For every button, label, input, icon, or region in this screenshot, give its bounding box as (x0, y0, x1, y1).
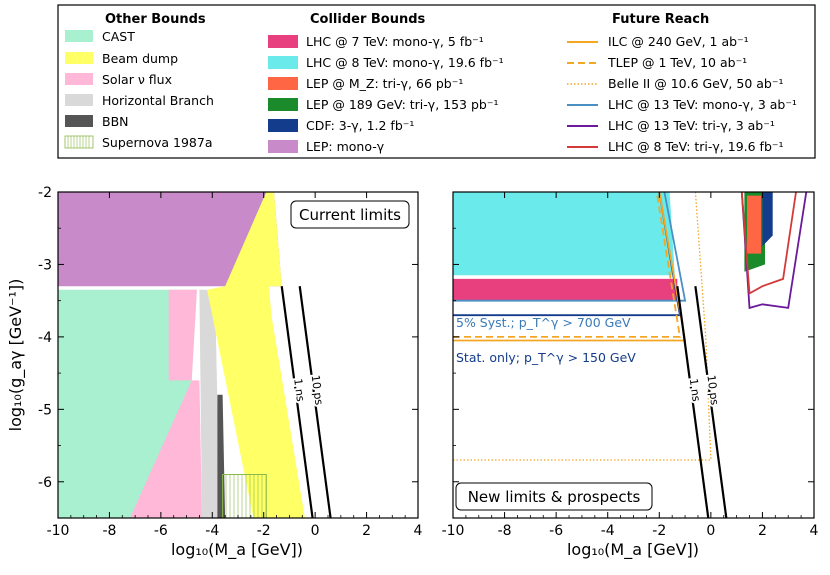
left-xtick-label: -10 (47, 523, 70, 539)
legend-label-ilc: ILC @ 240 GeV, 1 ab⁻¹ (608, 34, 749, 49)
legend-swatch-lhc8-monogamma (268, 56, 298, 69)
legend-label-lep-mz: LEP @ M_Z: tri-γ, 66 pb⁻¹ (306, 76, 463, 91)
legend-swatch-supernova-hatch (67, 136, 90, 148)
left-panel-title: Current limits (299, 206, 401, 224)
right-annotation-syst: 5% Syst.; p_T^γ > 700 GeV (456, 315, 631, 330)
legend-future-title: Future Reach (612, 12, 709, 27)
right-plot-area: 1 ns 10 ps (453, 192, 808, 518)
legend-label-lhc7-monogamma: LHC @ 7 TeV: mono-γ, 5 fb⁻¹ (306, 34, 484, 49)
left-lifetime-label-1-ns: 1 ns (291, 378, 307, 403)
left-x-axis-label: log₁₀(M_a [GeV]) (171, 540, 303, 560)
right-line-lhc-8-tev-tri-19-6-fb (740, 192, 797, 295)
right-xtick-label: 0 (706, 523, 715, 539)
left-xtick-label: 4 (414, 523, 423, 539)
right-panel-title: New limits & prospects (468, 488, 641, 506)
left-ytick-label: -6 (38, 475, 52, 491)
left-region-cast (58, 289, 197, 518)
right-region-cdf-3-1-2-fb (762, 192, 773, 247)
right-title-frame (455, 482, 653, 511)
legend-swatch-bbn (65, 115, 93, 127)
left-lifetime-line-1-ns (280, 286, 314, 518)
right-line-lhc-13-tev-mono-3-ab (453, 192, 687, 302)
left-y-axis-label: log₁₀(g_aγ [GeV⁻¹]) (6, 279, 26, 432)
right-title-box: New limits & prospects (455, 482, 653, 511)
left-lifetime-line-10-ps (298, 286, 332, 518)
left-region-solar-flux (130, 289, 202, 518)
left-region-beam-dump (207, 192, 305, 518)
legend-swatch-lhc7-monogamma (268, 35, 298, 48)
legend-label-lep189: LEP @ 189 GeV: tri-γ, 153 pb⁻¹ (306, 97, 498, 112)
legend-label-belle: Belle II @ 10.6 GeV, 50 ab⁻¹ (608, 76, 783, 91)
legend-label-lep-monogamma: LEP: mono-γ (306, 139, 385, 154)
right-line-tlep-1-tev-10-ab (453, 192, 681, 338)
legend-frame (57, 4, 816, 159)
left-xtick-label: -8 (102, 523, 116, 539)
right-panel: 1 ns 10 ps -10 -8 -6 -4 -2 0 2 4 5% Syst.; p_T^γ… (442, 191, 819, 560)
legend-label-lhc8-trigamma: LHC @ 8 TeV: tri-γ, 19.6 fb⁻¹ (608, 139, 784, 154)
legend-swatch-lep-monogamma (268, 140, 298, 153)
left-ytick-label: -2 (38, 185, 52, 201)
left-title-frame (290, 200, 410, 229)
left-lifetime-label-10-ps: 10 ps (309, 374, 326, 406)
legend-label-solar: Solar ν flux (102, 72, 172, 87)
legend-label-lhc13-trigamma: LHC @ 13 TeV: tri-γ, 3 ab⁻¹ (608, 118, 775, 133)
left-panel: 1 ns 10 ps -10 -8 -6 -4 -2 0 2 4 -2 -3 -4 -5 -6 Curre… (6, 185, 423, 560)
left-xtick-label: -2 (257, 523, 271, 539)
legend-collider-title: Collider Bounds (310, 12, 426, 27)
right-lifetime-label-10-ps: 10 ps (704, 374, 721, 406)
legend-label-lhc13-monogamma: LHC @ 13 TeV: mono-γ, 3 ab⁻¹ (608, 97, 797, 112)
left-ytick-label: -3 (38, 257, 52, 273)
legend-swatch-horizontal-branch (65, 94, 93, 106)
legend-label-beam-dump: Beam dump (102, 51, 178, 66)
legend-swatch-lep189 (268, 98, 298, 111)
right-lifetime-line-1-ns (676, 286, 710, 518)
legend-swatch-cdf (268, 119, 298, 132)
right-annotation-stat: Stat. only; p_T^γ > 150 GeV (456, 350, 636, 365)
legend-swatch-lep-mz (268, 77, 298, 90)
right-xtick-label: 2 (758, 523, 767, 539)
left-title-box: Current limits (290, 200, 410, 229)
right-xtick-label: 4 (810, 523, 819, 539)
right-ticks: -10 -8 -6 -4 -2 0 2 4 (442, 191, 819, 539)
legend-label-cast: CAST (102, 29, 135, 44)
right-xtick-label: -4 (601, 523, 615, 539)
left-ticks: -10 -8 -6 -4 -2 0 2 4 -2 -3 -4 -5 -6 (38, 185, 423, 539)
legend-label-cdf: CDF: 3-γ, 1.2 fb⁻¹ (306, 118, 414, 133)
left-region-horizontal-branch (199, 289, 220, 518)
legend-label-horizontal-branch: Horizontal Branch (102, 93, 214, 108)
legend-swatch-cast (65, 30, 93, 42)
legend-label-tlep: TLEP @ 1 TeV, 10 ab⁻¹ (607, 55, 747, 70)
left-xtick-label: 0 (311, 523, 320, 539)
left-region-supernova-1987a (222, 474, 267, 518)
left-region-lep-mono (58, 192, 282, 287)
left-ytick-label: -5 (38, 402, 52, 418)
left-xtick-label: 2 (362, 523, 371, 539)
left-ytick-label: -4 (38, 330, 52, 346)
legend-other-title: Other Bounds (105, 12, 206, 27)
right-xtick-label: -10 (442, 523, 465, 539)
left-xtick-label: -4 (205, 523, 219, 539)
right-lifetime-label-1-ns: 1 ns (687, 378, 703, 403)
legend-swatch-solar (65, 73, 93, 85)
right-region-lhc-7-tev-mono-5-fb (453, 278, 678, 301)
left-plot-area: 1 ns 10 ps (58, 192, 332, 518)
right-region-lhc-8-tev-mono-19-6-fb (453, 192, 675, 276)
right-line-belle-ii-10-6-gev-50-ab (453, 192, 712, 461)
legend-swatch-beam-dump (65, 52, 93, 64)
right-x-axis-label: log₁₀(M_a [GeV]) (567, 540, 699, 560)
right-xtick-label: -6 (549, 523, 563, 539)
legend-label-supernova: Supernova 1987a (102, 135, 212, 150)
left-xtick-label: -6 (154, 523, 168, 539)
right-xtick-label: -2 (652, 523, 666, 539)
legend: Other Bounds Collider Bounds Future Reac… (57, 4, 816, 159)
legend-label-lhc8-monogamma: LHC @ 8 TeV: mono-γ, 19.6 fb⁻¹ (306, 55, 504, 70)
right-region-lep-m-z-tri-66-pb (747, 195, 762, 254)
right-xtick-label: -8 (498, 523, 512, 539)
legend-label-bbn: BBN (102, 114, 129, 129)
right-lifetime-line-10-ps (694, 286, 728, 518)
